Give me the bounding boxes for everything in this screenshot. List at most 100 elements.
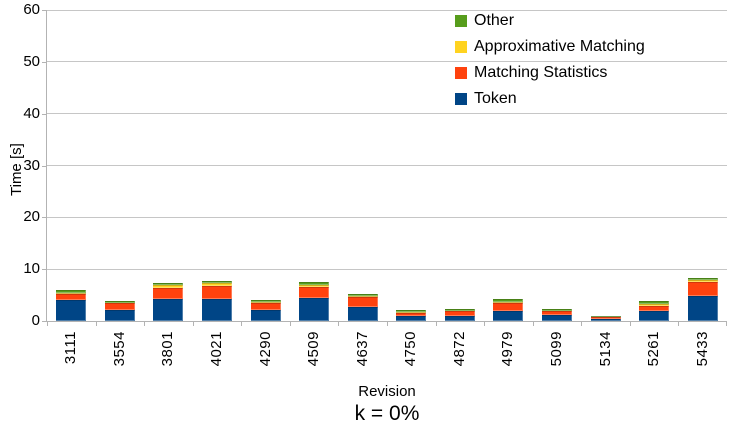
bar-segment-other	[396, 310, 427, 312]
bar-segment-token	[687, 295, 718, 321]
x-tick-mark	[241, 322, 243, 326]
bar-segment-token	[542, 314, 572, 321]
bar-segment-matching-statistics	[444, 311, 475, 316]
bar-segment-token	[396, 316, 427, 321]
bar-segment-token	[347, 307, 378, 321]
x-tick-label: 5099	[548, 331, 565, 367]
chart-subtitle: k = 0%	[354, 402, 420, 425]
x-tick-mark	[192, 322, 194, 326]
gridline-y-50	[47, 61, 727, 63]
x-tick-label: 5134	[596, 331, 614, 367]
x-tick-label: 4509	[305, 331, 323, 367]
bar-segment-approximative-matching	[347, 296, 378, 297]
y-tick-mark	[42, 10, 46, 11]
legend-label: Approximative Matching	[474, 38, 645, 55]
y-tick-mark	[42, 321, 46, 322]
legend-label: Other	[474, 12, 515, 29]
bar-segment-other	[299, 282, 330, 285]
bar-segment-token	[104, 309, 135, 321]
bar-segment-token	[250, 309, 281, 321]
x-tick-label: 3554	[110, 331, 128, 367]
bar-segment-matching-statistics	[396, 312, 427, 317]
bar-4637	[347, 293, 378, 321]
legend-swatch-other	[455, 15, 467, 27]
bar-segment-other	[56, 290, 87, 293]
bar-segment-approximative-matching	[153, 285, 184, 288]
bar-5261	[639, 301, 670, 321]
bar-segment-approximative-matching	[299, 285, 330, 288]
y-tick-label: 50	[23, 52, 40, 70]
bar-segment-matching-statistics	[493, 303, 524, 311]
y-tick-mark	[42, 165, 46, 167]
y-tick-mark	[42, 113, 46, 115]
x-tick-mark	[581, 322, 583, 326]
bar-4509	[299, 282, 330, 321]
bar-3554	[104, 300, 135, 321]
legend: Other Approximative Matching Matching Stat…	[455, 13, 645, 107]
bar-4979	[493, 299, 524, 321]
bar-segment-other	[687, 278, 718, 281]
bar-5134	[590, 315, 621, 321]
bar-segment-other	[202, 281, 232, 284]
bar-segment-matching-statistics	[56, 293, 87, 300]
legend-label: Matching Statistics	[474, 64, 608, 81]
bar-segment-approximative-matching	[493, 301, 524, 304]
bar-4021	[202, 281, 232, 321]
bar-5099	[542, 308, 572, 321]
bar-segment-other	[590, 315, 621, 318]
x-tick-mark	[629, 322, 631, 326]
bar-segment-matching-statistics	[542, 311, 572, 315]
x-tick-label: 4750	[402, 331, 420, 367]
x-tick-label: 4290	[256, 331, 274, 367]
y-tick-mark	[42, 217, 46, 219]
bar-segment-approximative-matching	[202, 283, 232, 287]
x-axis-line	[46, 321, 727, 322]
y-tick-label: 20	[23, 208, 40, 226]
x-tick-label: 3801	[159, 331, 177, 367]
legend-label: Token	[474, 90, 517, 107]
x-tick-mark	[47, 322, 48, 326]
x-tick-mark	[289, 322, 291, 326]
bar-segment-matching-statistics	[590, 317, 621, 319]
bar-segment-token	[444, 315, 475, 321]
x-tick-label: 5261	[645, 331, 663, 367]
legend-item-token: Token	[455, 91, 645, 107]
legend-swatch-token	[455, 93, 467, 105]
legend-item-other: Other	[455, 13, 645, 29]
y-tick-label: 60	[23, 1, 40, 18]
x-tick-label: 4979	[499, 331, 517, 367]
x-axis-title: Revision	[358, 383, 416, 400]
bar-3801	[153, 283, 184, 321]
bar-segment-token	[56, 299, 87, 321]
x-tick-mark	[726, 322, 727, 326]
bar-5433	[687, 278, 718, 321]
bar-segment-token	[590, 318, 621, 321]
bar-4750	[396, 310, 427, 321]
x-tick-label: 3111	[62, 331, 80, 365]
bar-segment-approximative-matching	[104, 302, 135, 304]
bar-segment-other	[153, 283, 184, 286]
bar-segment-other	[493, 299, 524, 302]
x-tick-mark	[435, 322, 437, 326]
x-tick-label: 4872	[450, 331, 468, 367]
legend-swatch-approximative-matching	[455, 41, 467, 53]
bar-4872	[444, 308, 475, 321]
gridline-y-20	[47, 216, 727, 218]
bar-segment-approximative-matching	[687, 280, 718, 282]
gridline-y-60	[47, 9, 727, 11]
x-tick-mark	[144, 322, 146, 326]
x-tick-mark	[678, 322, 680, 326]
bar-segment-matching-statistics	[299, 287, 330, 299]
x-tick-mark	[387, 322, 388, 326]
x-tick-mark	[484, 322, 486, 326]
bar-segment-matching-statistics	[153, 287, 184, 299]
y-axis-line	[46, 10, 47, 321]
legend-item-approximative-matching: Approximative Matching	[455, 39, 645, 55]
y-tick-mark	[42, 269, 46, 271]
x-tick-label: 4637	[353, 331, 371, 367]
bar-segment-approximative-matching	[542, 310, 572, 312]
gridline-y-10	[47, 268, 727, 270]
bar-segment-matching-statistics	[687, 281, 718, 296]
bar-segment-token	[299, 298, 330, 321]
